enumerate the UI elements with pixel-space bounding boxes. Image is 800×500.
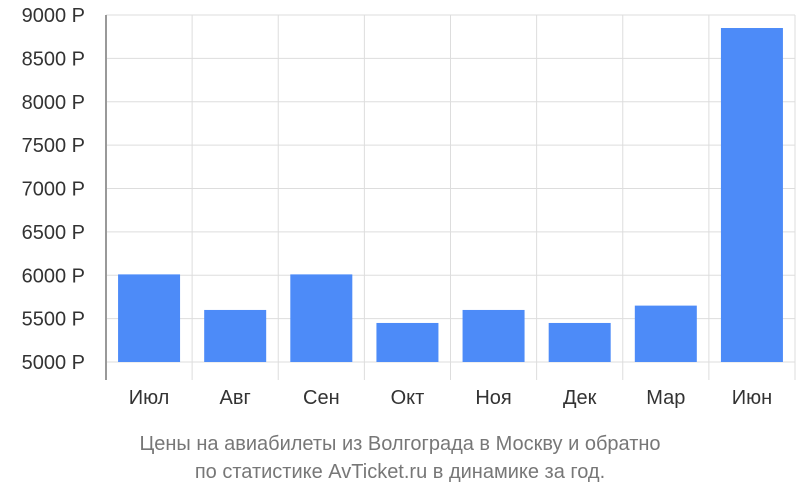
- y-tick-label: 6000 Р: [22, 265, 85, 287]
- x-tick-label: Июл: [129, 387, 170, 409]
- x-tick-label: Авг: [220, 387, 251, 409]
- y-tick-label: 9000 Р: [22, 5, 85, 27]
- grid: [105, 14, 796, 380]
- bar: [634, 305, 697, 362]
- bar: [720, 28, 783, 362]
- x-tick-label: Дек: [563, 387, 597, 409]
- x-tick-label: Окт: [391, 387, 425, 409]
- y-tick-label: 7000 Р: [22, 179, 85, 201]
- y-tick-label: 8500 Р: [22, 48, 85, 70]
- caption-line-1: Цены на авиабилеты из Волгограда в Москв…: [139, 433, 661, 455]
- bar: [548, 322, 611, 362]
- y-tick-label: 7500 Р: [22, 135, 85, 157]
- y-tick-label: 8000 Р: [22, 92, 85, 114]
- y-tick-label: 5500 Р: [22, 309, 85, 331]
- x-tick-labels: Июл Авг Сен Окт Ноя Дек Мар Июн: [129, 387, 772, 409]
- y-tick-label: 6500 Р: [22, 222, 85, 244]
- y-tick-labels: 5000 Р 5500 Р 6000 Р 6500 Р 7000 Р 7500 Р 8000…: [22, 5, 85, 374]
- bar: [462, 309, 525, 362]
- x-tick-label: Июн: [732, 387, 772, 409]
- chart-caption: Цены на авиабилеты из Волгограда в Москв…: [0, 430, 800, 486]
- bar: [290, 274, 353, 362]
- bar: [118, 274, 181, 362]
- x-tick-label: Мар: [646, 387, 685, 409]
- y-tick-label: 5000 Р: [22, 352, 85, 374]
- x-tick-label: Ноя: [475, 387, 511, 409]
- bar: [376, 322, 439, 362]
- bars: [118, 28, 783, 362]
- x-tick-label: Сен: [303, 387, 340, 409]
- caption-line-2: по статистике AvTicket.ru в динамике за …: [194, 461, 606, 483]
- bar: [204, 309, 267, 362]
